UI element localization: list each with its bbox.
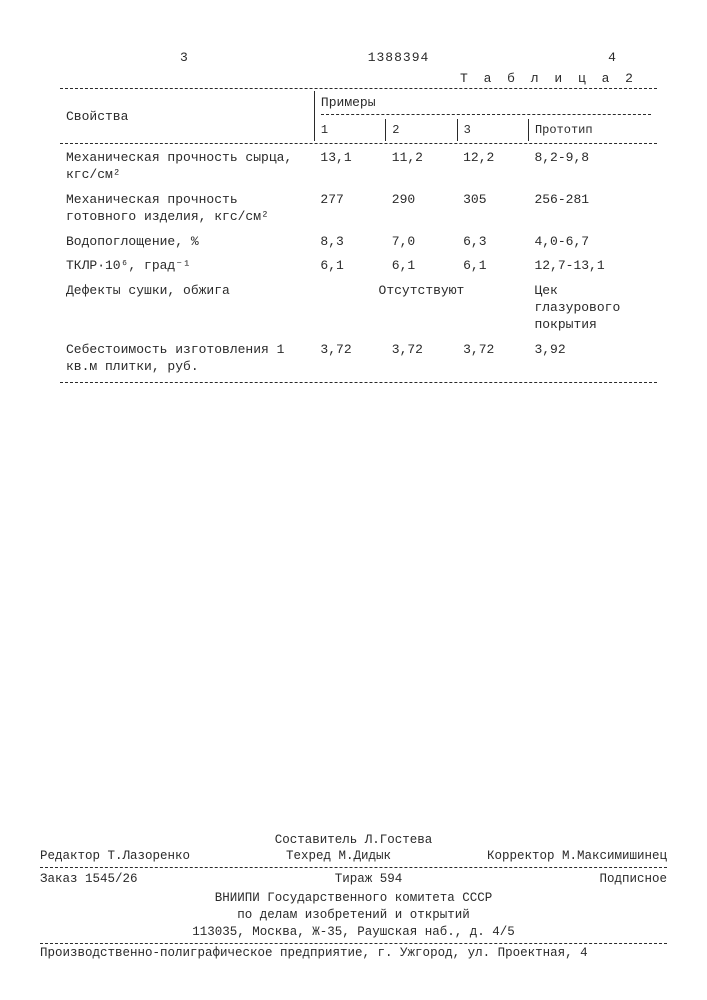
cell: 305	[457, 188, 528, 230]
cell: 12,2	[457, 146, 528, 188]
compiler-line: Составитель Л.Гостева	[40, 833, 667, 847]
org-address: 113035, Москва, Ж-35, Раушская наб., д. …	[40, 924, 667, 941]
table-row: Механическая прочность сырца, кгс/см² 13…	[60, 146, 657, 188]
prop-label: Себестоимость изготовления 1 кв.м плитки…	[60, 338, 314, 380]
col-header-property: Свойства	[66, 109, 128, 124]
cell: 8,2-9,8	[528, 146, 657, 188]
cell: 277	[314, 188, 385, 230]
prop-label: ТКЛР·10⁶, град⁻¹	[60, 254, 314, 279]
podpisnoe: Подписное	[599, 872, 667, 886]
cell: 3,72	[457, 338, 528, 380]
cell: Цек глазурового покрытия	[528, 279, 657, 338]
col-prototype: Прототип	[528, 119, 657, 141]
table-caption: Т а б л и ц а 2	[60, 71, 657, 86]
cell: 13,1	[314, 146, 385, 188]
prop-label: Дефекты сушки, обжига	[60, 279, 314, 338]
cell: 6,1	[457, 254, 528, 279]
order-number: Заказ 1545/26	[40, 872, 138, 886]
prop-label: Водопоглощение, %	[60, 230, 314, 255]
cell: 8,3	[314, 230, 385, 255]
cell: 6,3	[457, 230, 528, 255]
org-line-2: по делам изобретений и открытий	[40, 907, 667, 924]
cell: 3,72	[386, 338, 457, 380]
cell: 6,1	[314, 254, 385, 279]
doc-number: 1388394	[368, 50, 430, 65]
cell: 7,0	[386, 230, 457, 255]
properties-table: Свойства Примеры 1 2 3 Прототип Механиче…	[60, 91, 657, 380]
cell: 290	[386, 188, 457, 230]
techred: Техред М.Дидык	[286, 849, 391, 863]
page-right-num: 4	[608, 50, 617, 65]
page-left-num: 3	[180, 50, 189, 65]
table-top-rule	[60, 88, 657, 89]
table-row: ТКЛР·10⁶, град⁻¹ 6,1 6,1 6,1 12,7-13,1	[60, 254, 657, 279]
cell: 12,7-13,1	[528, 254, 657, 279]
cell: 256-281	[528, 188, 657, 230]
table-row: Себестоимость изготовления 1 кв.м плитки…	[60, 338, 657, 380]
editor: Редактор Т.Лазоренко	[40, 849, 190, 863]
cell: 4,0-6,7	[528, 230, 657, 255]
cell: 11,2	[386, 146, 457, 188]
col-1: 1	[314, 119, 385, 141]
tirazh: Тираж 594	[335, 872, 403, 886]
col-3: 3	[457, 119, 528, 141]
table-bottom-rule	[60, 382, 657, 383]
cell: 6,1	[386, 254, 457, 279]
cell-span: Отсутствуют	[314, 279, 528, 338]
cell: 3,92	[528, 338, 657, 380]
press-line: Производственно-полиграфическое предприя…	[40, 946, 667, 960]
prop-label: Механическая прочность сырца, кгс/см²	[60, 146, 314, 188]
col-header-examples: Примеры	[321, 95, 376, 110]
imprint-footer: Составитель Л.Гостева Редактор Т.Лазорен…	[40, 833, 667, 960]
table-row: Механическая прочность готовного изделия…	[60, 188, 657, 230]
table-row: Водопоглощение, % 8,3 7,0 6,3 4,0-6,7	[60, 230, 657, 255]
col-2: 2	[386, 119, 457, 141]
page-numbers: 3 1388394 4	[60, 50, 657, 65]
corrector: Корректор М.Максимишинец	[487, 849, 667, 863]
table-row: Дефекты сушки, обжига Отсутствуют Цек гл…	[60, 279, 657, 338]
prop-label: Механическая прочность готовного изделия…	[60, 188, 314, 230]
org-line-1: ВНИИПИ Государственного комитета СССР	[40, 890, 667, 907]
cell: 3,72	[314, 338, 385, 380]
